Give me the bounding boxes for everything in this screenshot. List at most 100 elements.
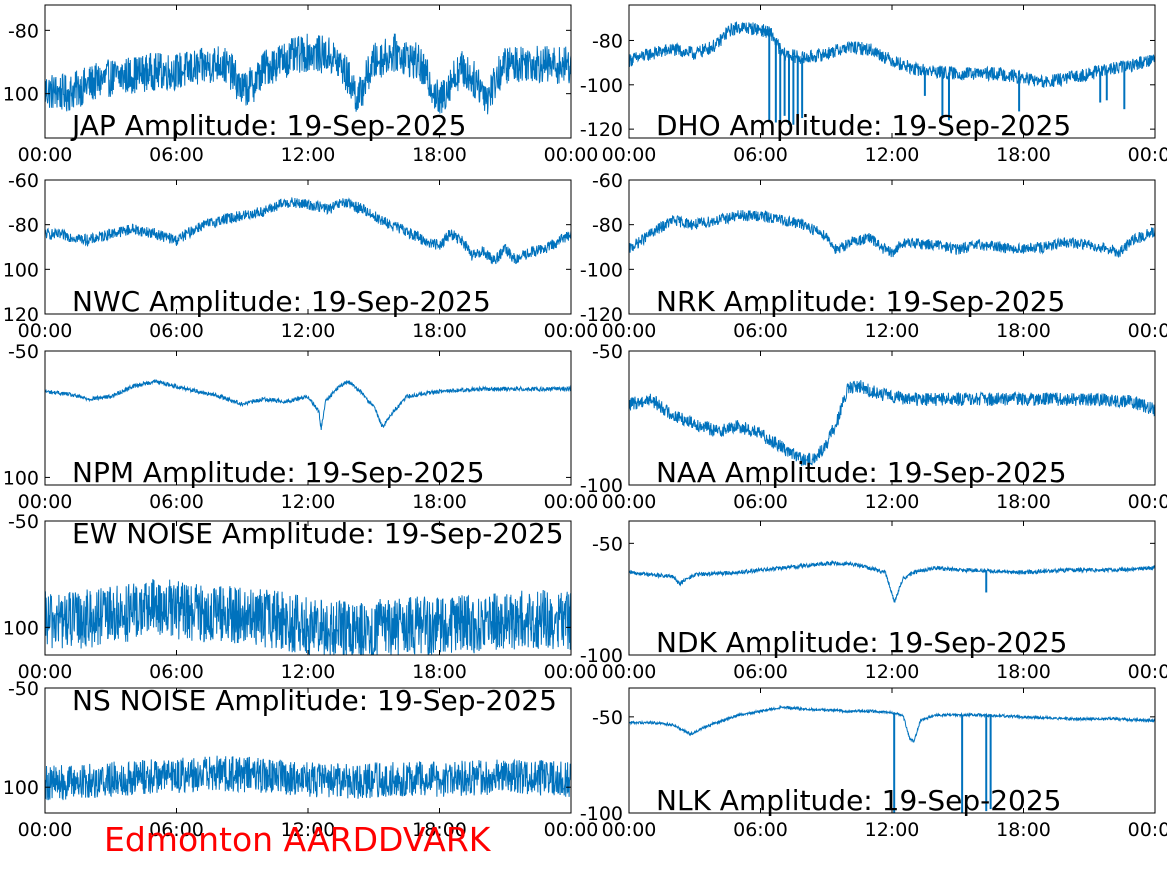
x-tick-label: 00:00 <box>544 491 599 513</box>
x-tick-label: 12:00 <box>865 661 920 683</box>
series-line <box>45 755 571 801</box>
y-tick-label: 100 <box>3 617 39 639</box>
series-line <box>629 704 1155 744</box>
x-tick-label: 00:00 <box>544 320 599 342</box>
x-tick-label: 00:00 <box>18 819 73 841</box>
x-tick-label: 00:00 <box>544 819 599 841</box>
x-tick-label: 00:00 <box>1128 491 1167 513</box>
chart-title: EW NOISE Amplitude: 19-Sep-2025 <box>72 517 564 550</box>
x-tick-label: 00:00 <box>1128 320 1167 342</box>
y-tick-label: -100 <box>580 803 623 825</box>
y-tick-label: -80 <box>8 215 39 237</box>
y-tick-label: 120 <box>3 304 39 326</box>
x-tick-label: 00:00 <box>602 819 657 841</box>
y-tick-label: -80 <box>592 215 623 237</box>
series-line <box>629 559 1155 603</box>
x-tick-label: 18:00 <box>996 491 1051 513</box>
x-tick-label: 06:00 <box>733 144 788 166</box>
panel-1: 00:00 06:00 12:00 18:00 00:00 -80 100 JAP Ampli… <box>3 4 599 166</box>
x-tick-label: 06:00 <box>149 320 204 342</box>
x-tick-label: 00:00 <box>1128 661 1167 683</box>
x-tick-label: 18:00 <box>996 144 1051 166</box>
x-tick-label: 18:00 <box>412 320 467 342</box>
y-tick-label: 100 <box>3 467 39 489</box>
x-tick-label: 18:00 <box>996 819 1051 841</box>
series-line <box>629 380 1155 466</box>
chart-title: NWC Amplitude: 19-Sep-2025 <box>72 285 491 318</box>
chart-title: JAP Amplitude: 19-Sep-2025 <box>70 109 466 142</box>
panel-4: 00:00 06:00 12:00 18:00 00:00 -60 -80 -100 -120 N… <box>580 170 1167 342</box>
x-tick-label: 06:00 <box>149 491 204 513</box>
x-tick-label: 00:00 <box>544 661 599 683</box>
y-tick-label: 100 <box>3 84 39 106</box>
chart-title: DHO Amplitude: 19-Sep-2025 <box>656 109 1071 142</box>
y-tick-label: -120 <box>580 304 623 326</box>
x-tick-label: 12:00 <box>865 491 920 513</box>
x-tick-label: 12:00 <box>281 819 336 841</box>
x-tick-label: 00:00 <box>18 320 73 342</box>
x-tick-label: 12:00 <box>865 320 920 342</box>
y-tick-label: -50 <box>592 533 623 555</box>
x-tick-label: 06:00 <box>149 144 204 166</box>
y-tick-label: -60 <box>8 170 39 192</box>
series-line <box>45 378 571 430</box>
panel-8: 00:00 06:00 12:00 18:00 00:00 -50 -100 NDK Ampl… <box>580 520 1167 683</box>
x-tick-label: 00:00 <box>544 144 599 166</box>
x-tick-label: 18:00 <box>412 491 467 513</box>
x-tick-label: 12:00 <box>281 491 336 513</box>
x-tick-label: 00:00 <box>602 320 657 342</box>
x-tick-label: 12:00 <box>865 819 920 841</box>
series-line <box>45 197 571 265</box>
y-tick-label: -50 <box>8 511 39 533</box>
panel-3: 00:00 06:00 12:00 18:00 00:00 -60 -80 100 120 NWC… <box>3 170 599 342</box>
x-tick-label: 12:00 <box>865 144 920 166</box>
chart-title: NLK Amplitude: 19-Sep-2025 <box>656 784 1062 817</box>
panel-7: 00:00 06:00 12:00 18:00 00:00 -50 100 EW NOISE … <box>3 511 599 683</box>
x-tick-label: 18:00 <box>412 661 467 683</box>
chart-title: NRK Amplitude: 19-Sep-2025 <box>656 285 1065 318</box>
x-tick-label: 00:00 <box>1128 819 1167 841</box>
x-tick-label: 00:00 <box>602 491 657 513</box>
x-tick-label: 06:00 <box>733 491 788 513</box>
x-tick-label: 06:00 <box>149 819 204 841</box>
chart-title: NDK Amplitude: 19-Sep-2025 <box>656 626 1067 659</box>
y-tick-label: -80 <box>592 30 623 52</box>
y-tick-label: 100 <box>3 777 39 799</box>
x-tick-label: 00:00 <box>18 491 73 513</box>
y-tick-label: 100 <box>3 259 39 281</box>
y-tick-label: -50 <box>592 341 623 363</box>
y-tick-label: -50 <box>8 678 39 700</box>
x-tick-label: 06:00 <box>149 661 204 683</box>
x-tick-label: 06:00 <box>733 661 788 683</box>
y-tick-label: -100 <box>580 645 623 667</box>
panel-5: 00:00 06:00 12:00 18:00 00:00 -50 100 NPM Ampli… <box>3 341 599 513</box>
x-tick-label: 06:00 <box>733 819 788 841</box>
y-tick-label: -50 <box>8 341 39 363</box>
y-tick-label: -100 <box>580 259 623 281</box>
x-tick-label: 06:00 <box>733 320 788 342</box>
chart-title: NAA Amplitude: 19-Sep-2025 <box>656 456 1067 489</box>
panel-6: 00:00 06:00 12:00 18:00 00:00 -50 -100 NAA Ampl… <box>580 341 1167 513</box>
x-tick-label: 18:00 <box>996 320 1051 342</box>
x-tick-label: 00:00 <box>18 144 73 166</box>
y-tick-label: -100 <box>580 475 623 497</box>
x-tick-label: 18:00 <box>412 819 467 841</box>
panel-2: 00:00 06:00 12:00 18:00 00:00 -80 -100 -120 DHO … <box>580 4 1167 166</box>
series-line <box>45 579 571 655</box>
panel-9: 00:00 06:00 12:00 18:00 00:00 -50 100 NS NOISE … <box>3 678 599 841</box>
series-line <box>629 21 1155 89</box>
panel-10: 00:00 06:00 12:00 18:00 00:00 -50 -100 NLK Ampl… <box>580 687 1167 841</box>
series-line <box>45 33 571 115</box>
x-tick-label: 00:00 <box>1128 144 1167 166</box>
y-tick-label: -60 <box>592 170 623 192</box>
x-tick-label: 18:00 <box>412 144 467 166</box>
x-tick-label: 00:00 <box>602 144 657 166</box>
x-tick-label: 00:00 <box>602 661 657 683</box>
x-tick-label: 00:00 <box>18 661 73 683</box>
x-tick-label: 12:00 <box>281 320 336 342</box>
y-tick-label: -100 <box>580 75 623 97</box>
x-tick-label: 12:00 <box>281 144 336 166</box>
x-tick-label: 18:00 <box>996 661 1051 683</box>
series-line <box>629 210 1155 258</box>
